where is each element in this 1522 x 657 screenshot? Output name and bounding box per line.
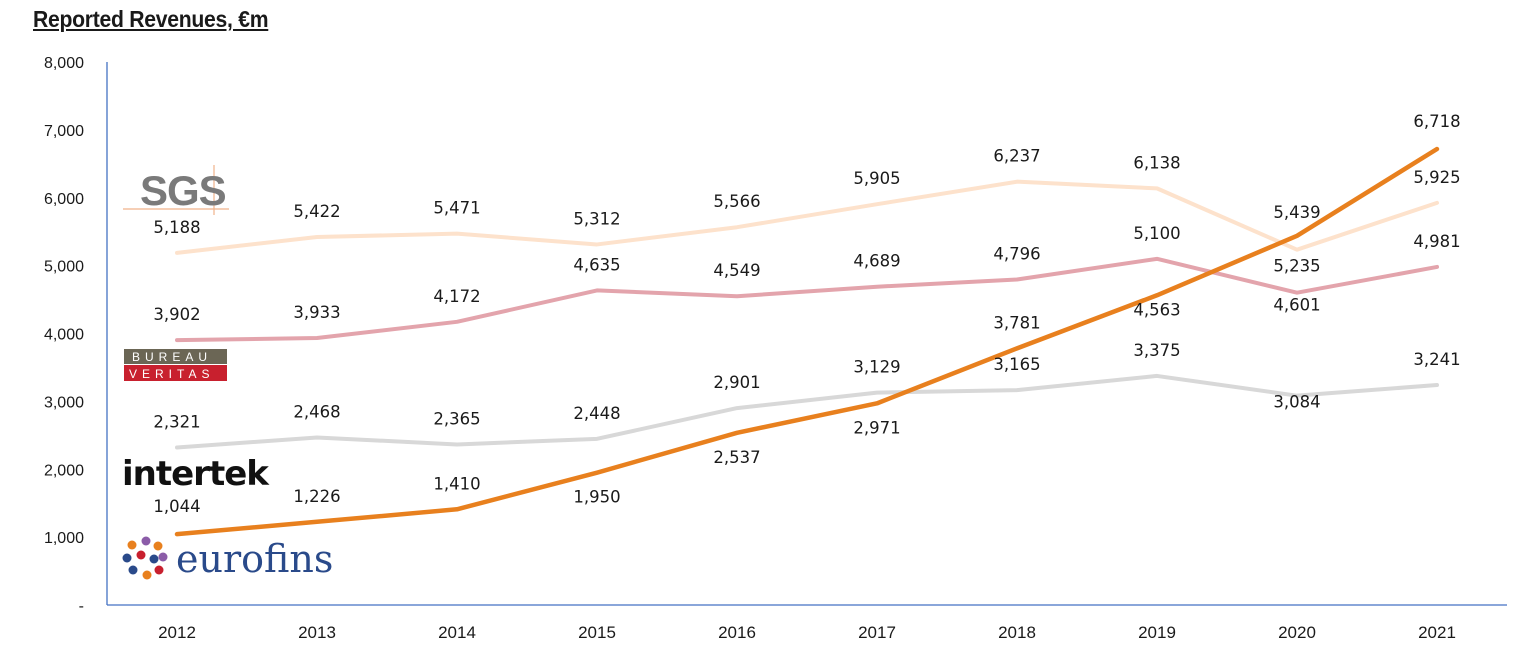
- x-tick-label: 2020: [1278, 623, 1316, 642]
- y-tick-label: 3,000: [44, 394, 84, 411]
- bureau-veritas-logo: BUREAU VERITAS: [124, 349, 227, 381]
- data-label: 5,925: [1413, 168, 1460, 187]
- data-label: 3,902: [153, 305, 200, 324]
- series-line-sgs: [175, 179, 1439, 255]
- series-line-eurofins: [174, 146, 1440, 537]
- series-line-intertek: [175, 373, 1439, 450]
- series-lines: [174, 146, 1440, 537]
- data-label: 6,138: [1133, 153, 1180, 172]
- x-tick-label: 2013: [298, 623, 336, 642]
- data-label: 3,933: [293, 303, 340, 322]
- axes: [106, 62, 1507, 606]
- x-tick-label: 2015: [578, 623, 616, 642]
- data-label: 3,165: [993, 355, 1040, 374]
- x-tick-label: 2019: [1138, 623, 1176, 642]
- y-tick-label: -: [79, 598, 84, 615]
- data-label: 5,905: [853, 169, 900, 188]
- data-label: 2,321: [153, 412, 200, 431]
- sgs-logo: SGS: [123, 165, 229, 215]
- data-label: 6,718: [1413, 112, 1460, 131]
- data-label: 2,971: [853, 418, 900, 437]
- eurofins-logo: eurofins: [122, 536, 333, 581]
- y-tick-label: 1,000: [44, 530, 84, 547]
- data-labels: 5,188 5,422 5,471 5,312 5,566 5,905 6,237 6,138…: [153, 112, 1460, 516]
- data-label: 2,365: [433, 409, 480, 428]
- x-tick-label: 2016: [718, 623, 756, 642]
- y-tick-label: 8,000: [44, 55, 84, 72]
- data-label: 2,468: [293, 402, 340, 421]
- data-label: 5,100: [1133, 224, 1180, 243]
- bureau-veritas-logo-bottom: VERITAS: [129, 367, 214, 381]
- x-tick-label: 2018: [998, 623, 1036, 642]
- data-label: 4,563: [1133, 300, 1180, 319]
- eurofins-dots-icon: [122, 536, 168, 580]
- data-label: 3,084: [1273, 393, 1320, 412]
- data-label: 2,901: [713, 373, 760, 392]
- data-label: 1,950: [573, 488, 620, 507]
- x-tick-label: 2017: [858, 623, 896, 642]
- intertek-logo: intertek: [122, 454, 271, 494]
- data-label: 4,172: [433, 287, 480, 306]
- data-label: 4,689: [853, 252, 900, 271]
- eurofins-logo-text: eurofins: [176, 537, 333, 581]
- data-label: 2,448: [573, 404, 620, 423]
- y-tick-label: 4,000: [44, 327, 84, 344]
- data-label: 1,044: [153, 497, 200, 516]
- y-tick-label: 6,000: [44, 191, 84, 208]
- data-label: 3,781: [993, 313, 1040, 332]
- y-axis-ticks: - 1,000 2,000 3,000 4,000 5,000 6,000 7,000 8,00…: [44, 55, 84, 615]
- data-label: 1,410: [433, 474, 480, 493]
- data-label: 5,439: [1273, 203, 1320, 222]
- bureau-veritas-logo-top: BUREAU: [132, 350, 212, 364]
- data-label: 4,981: [1413, 232, 1460, 251]
- data-label: 6,237: [993, 147, 1040, 166]
- y-tick-label: 5,000: [44, 259, 84, 276]
- series-line-bureau-veritas: [175, 256, 1439, 343]
- x-axis-ticks: 2012 2013 2014 2015 2016 2017 2018 2019 2020 2021: [158, 623, 1456, 642]
- data-label: 5,235: [1273, 257, 1320, 276]
- x-tick-label: 2021: [1418, 623, 1456, 642]
- chart-title: Reported Revenues, €m: [33, 6, 269, 32]
- data-label: 4,601: [1273, 296, 1320, 315]
- sgs-logo-text: SGS: [140, 167, 226, 214]
- data-label: 1,226: [293, 487, 340, 506]
- data-label: 5,188: [153, 218, 200, 237]
- data-label: 5,471: [433, 199, 480, 218]
- y-tick-label: 2,000: [44, 462, 84, 479]
- data-label: 4,796: [993, 244, 1040, 263]
- data-label: 5,312: [573, 209, 620, 228]
- data-label: 5,422: [293, 202, 340, 221]
- data-label: 3,375: [1133, 341, 1180, 360]
- x-tick-label: 2012: [158, 623, 196, 642]
- data-label: 2,537: [713, 448, 760, 467]
- intertek-logo-text: intertek: [122, 454, 270, 494]
- data-label: 4,549: [713, 261, 760, 280]
- x-tick-label: 2014: [438, 623, 476, 642]
- data-label: 3,241: [1413, 350, 1460, 369]
- data-label: 5,566: [713, 192, 760, 211]
- y-tick-label: 7,000: [44, 123, 84, 140]
- data-label: 4,635: [573, 255, 620, 274]
- data-label: 3,129: [853, 358, 900, 377]
